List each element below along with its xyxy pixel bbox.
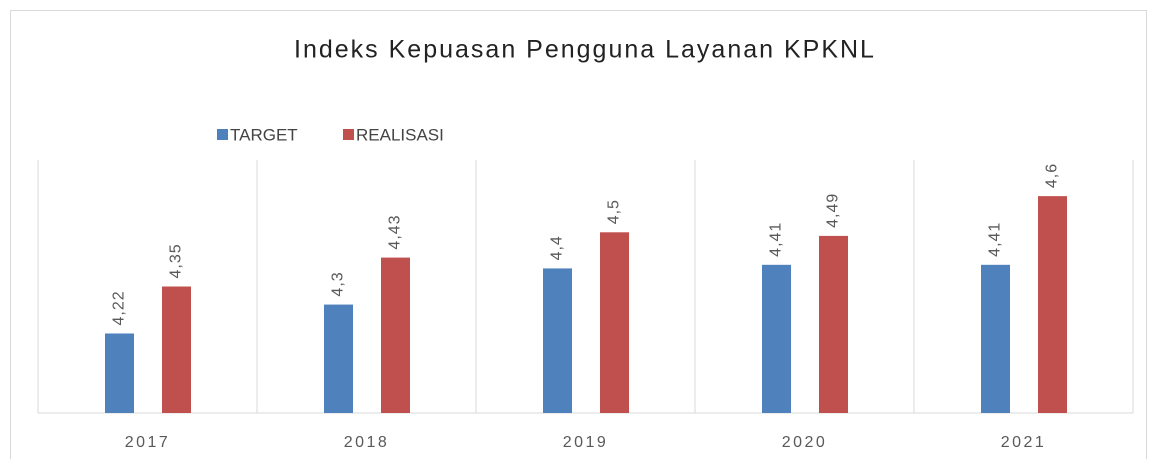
x-tick-label: 2020 — [782, 434, 828, 451]
bar — [762, 264, 791, 413]
data-label: 4,3 — [330, 271, 347, 296]
legend-swatch — [217, 129, 228, 140]
bar — [543, 268, 572, 413]
data-label: 4,49 — [825, 193, 842, 228]
data-label: 4,41 — [768, 222, 785, 257]
x-tick-label: 2019 — [563, 434, 609, 451]
data-label: 4,22 — [111, 290, 128, 325]
x-tick-label: 2017 — [125, 434, 171, 451]
bar — [600, 232, 629, 413]
bar — [981, 264, 1010, 413]
bar — [819, 235, 848, 413]
x-tick-label: 2018 — [344, 434, 390, 451]
bar — [162, 286, 191, 413]
bar — [324, 304, 353, 413]
bar — [1038, 196, 1067, 413]
data-label: 4,5 — [606, 199, 623, 224]
data-label: 4,6 — [1044, 163, 1061, 188]
legend-swatch — [343, 129, 354, 140]
legend-label: TARGET — [230, 125, 298, 144]
bar — [381, 257, 410, 413]
data-label: 4,43 — [387, 214, 404, 249]
data-label: 4,35 — [168, 243, 185, 278]
legend-label: REALISASI — [356, 125, 444, 144]
x-tick-label: 2021 — [1001, 434, 1047, 451]
bar — [105, 333, 134, 413]
data-label: 4,4 — [549, 235, 566, 260]
chart-title: Indeks Kepuasan Pengguna Layanan KPKNL — [294, 36, 876, 64]
data-label: 4,41 — [987, 222, 1004, 257]
chart-border — [10, 10, 1147, 459]
